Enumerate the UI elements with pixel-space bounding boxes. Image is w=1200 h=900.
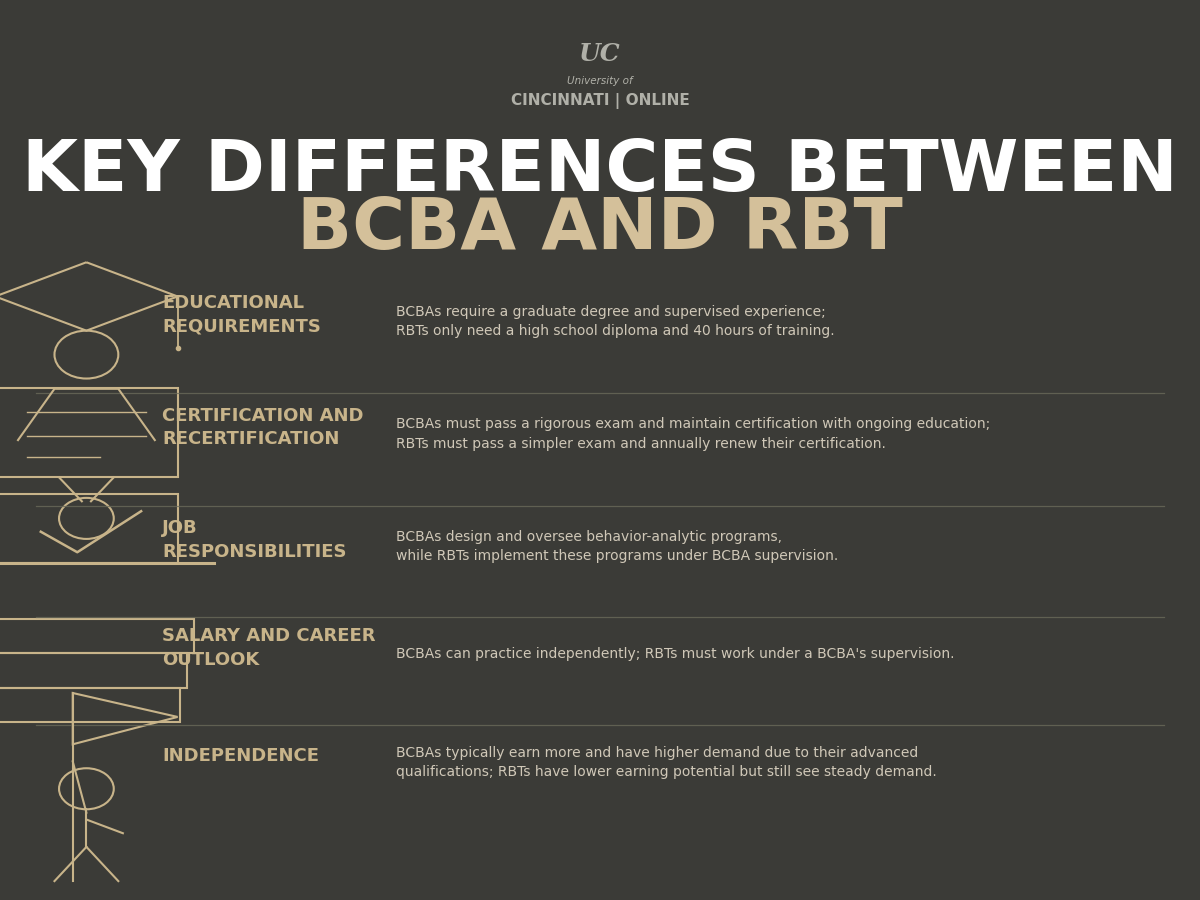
Text: BCBAs can practice independently; RBTs must work under a BCBA's supervision.: BCBAs can practice independently; RBTs m… (396, 647, 954, 662)
Text: EDUCATIONAL
REQUIREMENTS: EDUCATIONAL REQUIREMENTS (162, 294, 320, 336)
Text: INDEPENDENCE: INDEPENDENCE (162, 747, 319, 765)
Text: University of: University of (568, 76, 632, 86)
Text: BCBAs typically earn more and have higher demand due to their advanced
qualifica: BCBAs typically earn more and have highe… (396, 745, 937, 779)
Text: KEY DIFFERENCES BETWEEN: KEY DIFFERENCES BETWEEN (22, 137, 1178, 205)
Text: BCBAs must pass a rigorous exam and maintain certification with ongoing educatio: BCBAs must pass a rigorous exam and main… (396, 417, 990, 451)
Text: CERTIFICATION AND
RECERTIFICATION: CERTIFICATION AND RECERTIFICATION (162, 407, 364, 448)
Text: CINCINNATI | ONLINE: CINCINNATI | ONLINE (511, 93, 689, 109)
Text: UC: UC (580, 42, 620, 66)
Text: BCBAs design and oversee behavior-analytic programs,
while RBTs implement these : BCBAs design and oversee behavior-analyt… (396, 529, 839, 563)
Text: SALARY AND CAREER
OUTLOOK: SALARY AND CAREER OUTLOOK (162, 627, 376, 669)
Text: BCBA AND RBT: BCBA AND RBT (298, 195, 902, 264)
Text: BCBAs require a graduate degree and supervised experience;
RBTs only need a high: BCBAs require a graduate degree and supe… (396, 304, 835, 338)
Text: JOB
RESPONSIBILITIES: JOB RESPONSIBILITIES (162, 519, 347, 561)
